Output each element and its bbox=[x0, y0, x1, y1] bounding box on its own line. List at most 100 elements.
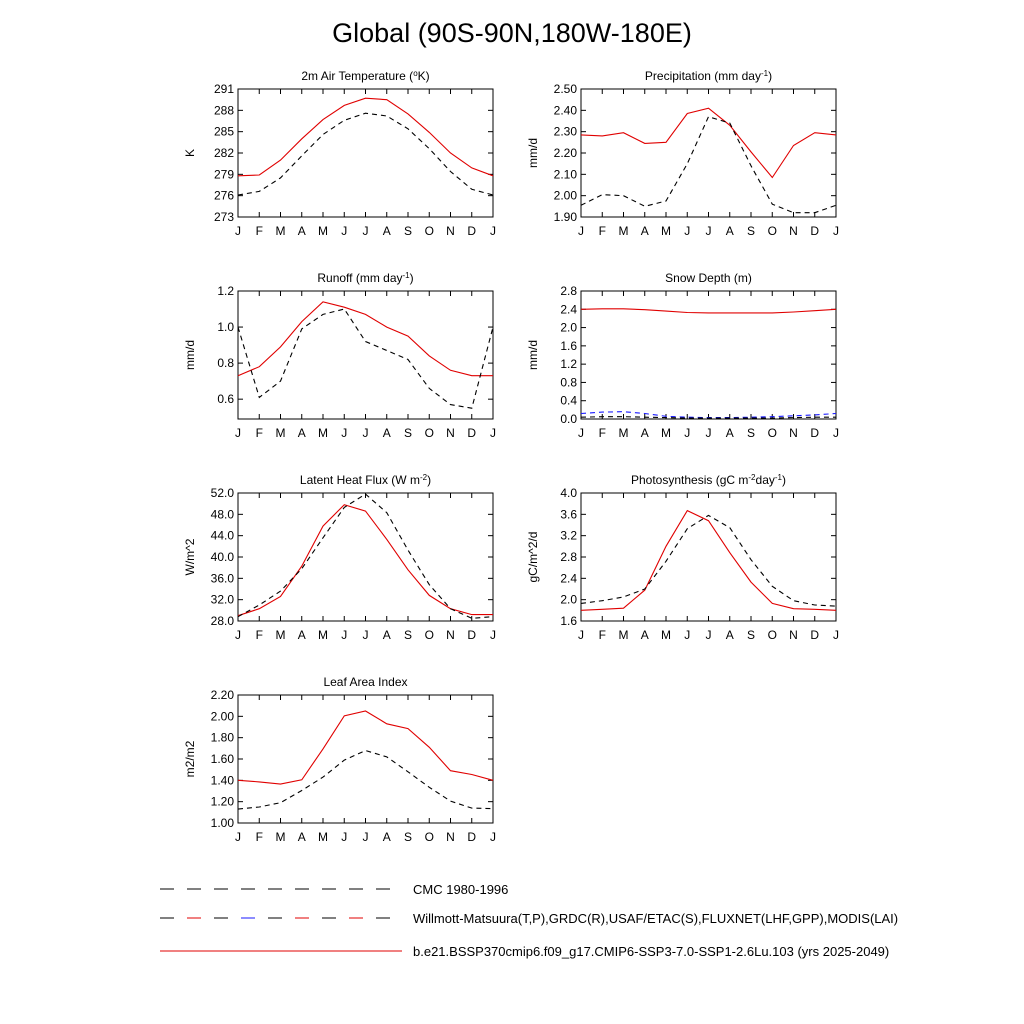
y-tick-label: 3.2 bbox=[560, 529, 577, 543]
x-tick-label: O bbox=[768, 224, 777, 238]
x-tick-label: D bbox=[467, 628, 476, 642]
legend-label: b.e21.BSSP370cmip6.f09_g17.CMIP6-SSP3-7.… bbox=[413, 944, 889, 959]
series-line-2 bbox=[237, 308, 494, 409]
panel-title: Runoff (mm day-1) bbox=[317, 271, 413, 286]
x-tick-label: S bbox=[404, 224, 412, 238]
y-tick-label: 0.8 bbox=[560, 375, 577, 389]
y-tick-label: 1.2 bbox=[560, 357, 577, 371]
x-tick-label: O bbox=[768, 628, 777, 642]
series-line-1 bbox=[237, 97, 494, 177]
x-tick-label: M bbox=[661, 224, 671, 238]
x-tick-label: D bbox=[810, 628, 819, 642]
series-line-1 bbox=[237, 504, 493, 617]
x-tick-label: M bbox=[619, 628, 629, 642]
x-tick-label: J bbox=[235, 830, 241, 844]
x-tick-label: M bbox=[276, 426, 286, 440]
page-title: Global (90S-90N,180W-180E) bbox=[332, 18, 692, 48]
y-tick-label: 3.6 bbox=[560, 507, 577, 521]
x-tick-label: J bbox=[578, 426, 584, 440]
x-tick-label: A bbox=[726, 628, 734, 642]
x-tick-label: F bbox=[256, 224, 263, 238]
plot-frame bbox=[580, 290, 837, 420]
x-tick-label: O bbox=[425, 224, 434, 238]
chart-panel-5: Latent Heat Flux (W m-2) 28.0 32.0 36.0 40.0… bbox=[183, 473, 496, 643]
x-tick-label: J bbox=[684, 224, 690, 238]
x-tick-label: A bbox=[383, 224, 391, 238]
x-tick-label: D bbox=[810, 224, 819, 238]
x-tick-label: M bbox=[619, 426, 629, 440]
y-tick-label: 1.2 bbox=[217, 284, 234, 298]
x-tick-label: J bbox=[490, 628, 496, 642]
x-tick-label: M bbox=[276, 830, 286, 844]
x-tick-label: J bbox=[490, 830, 496, 844]
x-tick-label: N bbox=[446, 830, 455, 844]
y-tick-label: 44.0 bbox=[211, 529, 235, 543]
x-tick-label: J bbox=[363, 830, 369, 844]
x-tick-label: F bbox=[256, 628, 263, 642]
x-tick-label: M bbox=[318, 426, 328, 440]
y-tick-label: 2.00 bbox=[211, 709, 235, 723]
y-axis-label: K bbox=[183, 149, 197, 157]
x-tick-label: O bbox=[425, 628, 434, 642]
x-tick-label: A bbox=[641, 426, 649, 440]
series-line-1 bbox=[580, 308, 837, 314]
x-tick-label: A bbox=[298, 224, 306, 238]
x-tick-label: J bbox=[363, 426, 369, 440]
series-line-2 bbox=[237, 493, 494, 619]
x-tick-label: J bbox=[235, 628, 241, 642]
y-tick-label: 1.6 bbox=[560, 339, 577, 353]
y-axis-label: gC/m^2/d bbox=[526, 532, 540, 583]
x-tick-label: J bbox=[341, 830, 347, 844]
y-tick-label: 273 bbox=[214, 210, 234, 224]
x-tick-label: J bbox=[833, 628, 839, 642]
y-axis-label: W/m^2 bbox=[183, 538, 197, 575]
panel-title: Photosynthesis (gC m-2day-1) bbox=[631, 473, 786, 488]
legend-label: Willmott-Matsuura(T,P),GRDC(R),USAF/ETAC… bbox=[413, 911, 898, 926]
x-tick-label: N bbox=[789, 224, 798, 238]
x-tick-label: A bbox=[726, 426, 734, 440]
y-tick-label: 2.4 bbox=[560, 571, 577, 585]
plot-frame bbox=[237, 492, 494, 622]
y-tick-label: 1.6 bbox=[560, 614, 577, 628]
y-tick-label: 0.4 bbox=[560, 394, 577, 408]
y-tick-label: 28.0 bbox=[211, 614, 235, 628]
x-tick-label: J bbox=[341, 426, 347, 440]
y-tick-label: 2.4 bbox=[560, 302, 577, 316]
y-tick-label: 48.0 bbox=[211, 507, 235, 521]
y-tick-label: 2.10 bbox=[554, 167, 578, 181]
y-tick-label: 2.50 bbox=[554, 82, 578, 96]
y-tick-label: 2.0 bbox=[560, 593, 577, 607]
x-tick-label: M bbox=[661, 426, 671, 440]
y-tick-label: 288 bbox=[214, 103, 234, 117]
x-tick-label: D bbox=[467, 426, 476, 440]
y-tick-label: 2.20 bbox=[211, 688, 235, 702]
y-tick-label: 2.40 bbox=[554, 103, 578, 117]
x-tick-label: F bbox=[256, 830, 263, 844]
x-tick-label: M bbox=[318, 224, 328, 238]
x-tick-label: S bbox=[747, 224, 755, 238]
y-tick-label: 4.0 bbox=[560, 486, 577, 500]
x-tick-label: J bbox=[490, 224, 496, 238]
y-tick-label: 1.20 bbox=[211, 795, 235, 809]
y-tick-label: 0.6 bbox=[217, 392, 234, 406]
chart-panel-3: Runoff (mm day-1)0.60.81.01.2mm/dJ F M A M J J… bbox=[183, 271, 496, 441]
y-tick-label: 2.0 bbox=[560, 321, 577, 335]
x-tick-label: M bbox=[276, 224, 286, 238]
x-tick-label: F bbox=[599, 224, 606, 238]
series-line-1 bbox=[580, 107, 837, 179]
x-tick-label: A bbox=[383, 426, 391, 440]
series-line-1 bbox=[580, 509, 837, 611]
series-line-1 bbox=[237, 301, 493, 377]
series-line-2 bbox=[237, 112, 494, 196]
y-tick-label: 282 bbox=[214, 146, 234, 160]
legend-label: CMC 1980-1996 bbox=[413, 882, 508, 897]
x-tick-label: J bbox=[706, 426, 712, 440]
y-axis-label: mm/d bbox=[526, 340, 540, 370]
x-tick-label: J bbox=[684, 426, 690, 440]
series-line-2 bbox=[237, 749, 494, 810]
x-tick-label: O bbox=[768, 426, 777, 440]
y-tick-label: 52.0 bbox=[211, 486, 235, 500]
x-tick-label: A bbox=[383, 628, 391, 642]
x-tick-label: S bbox=[404, 628, 412, 642]
